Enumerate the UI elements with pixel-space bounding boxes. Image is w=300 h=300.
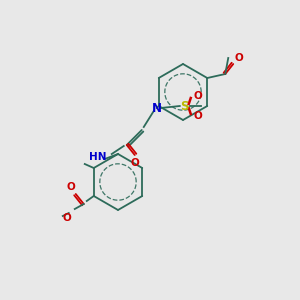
Text: S: S	[181, 100, 189, 112]
Text: O: O	[66, 182, 75, 192]
Text: HN: HN	[89, 152, 107, 162]
Text: O: O	[130, 158, 139, 168]
Text: N: N	[152, 101, 162, 115]
Text: O: O	[194, 111, 203, 121]
Text: O: O	[194, 91, 203, 101]
Text: O: O	[62, 213, 71, 223]
Text: O: O	[234, 53, 243, 63]
